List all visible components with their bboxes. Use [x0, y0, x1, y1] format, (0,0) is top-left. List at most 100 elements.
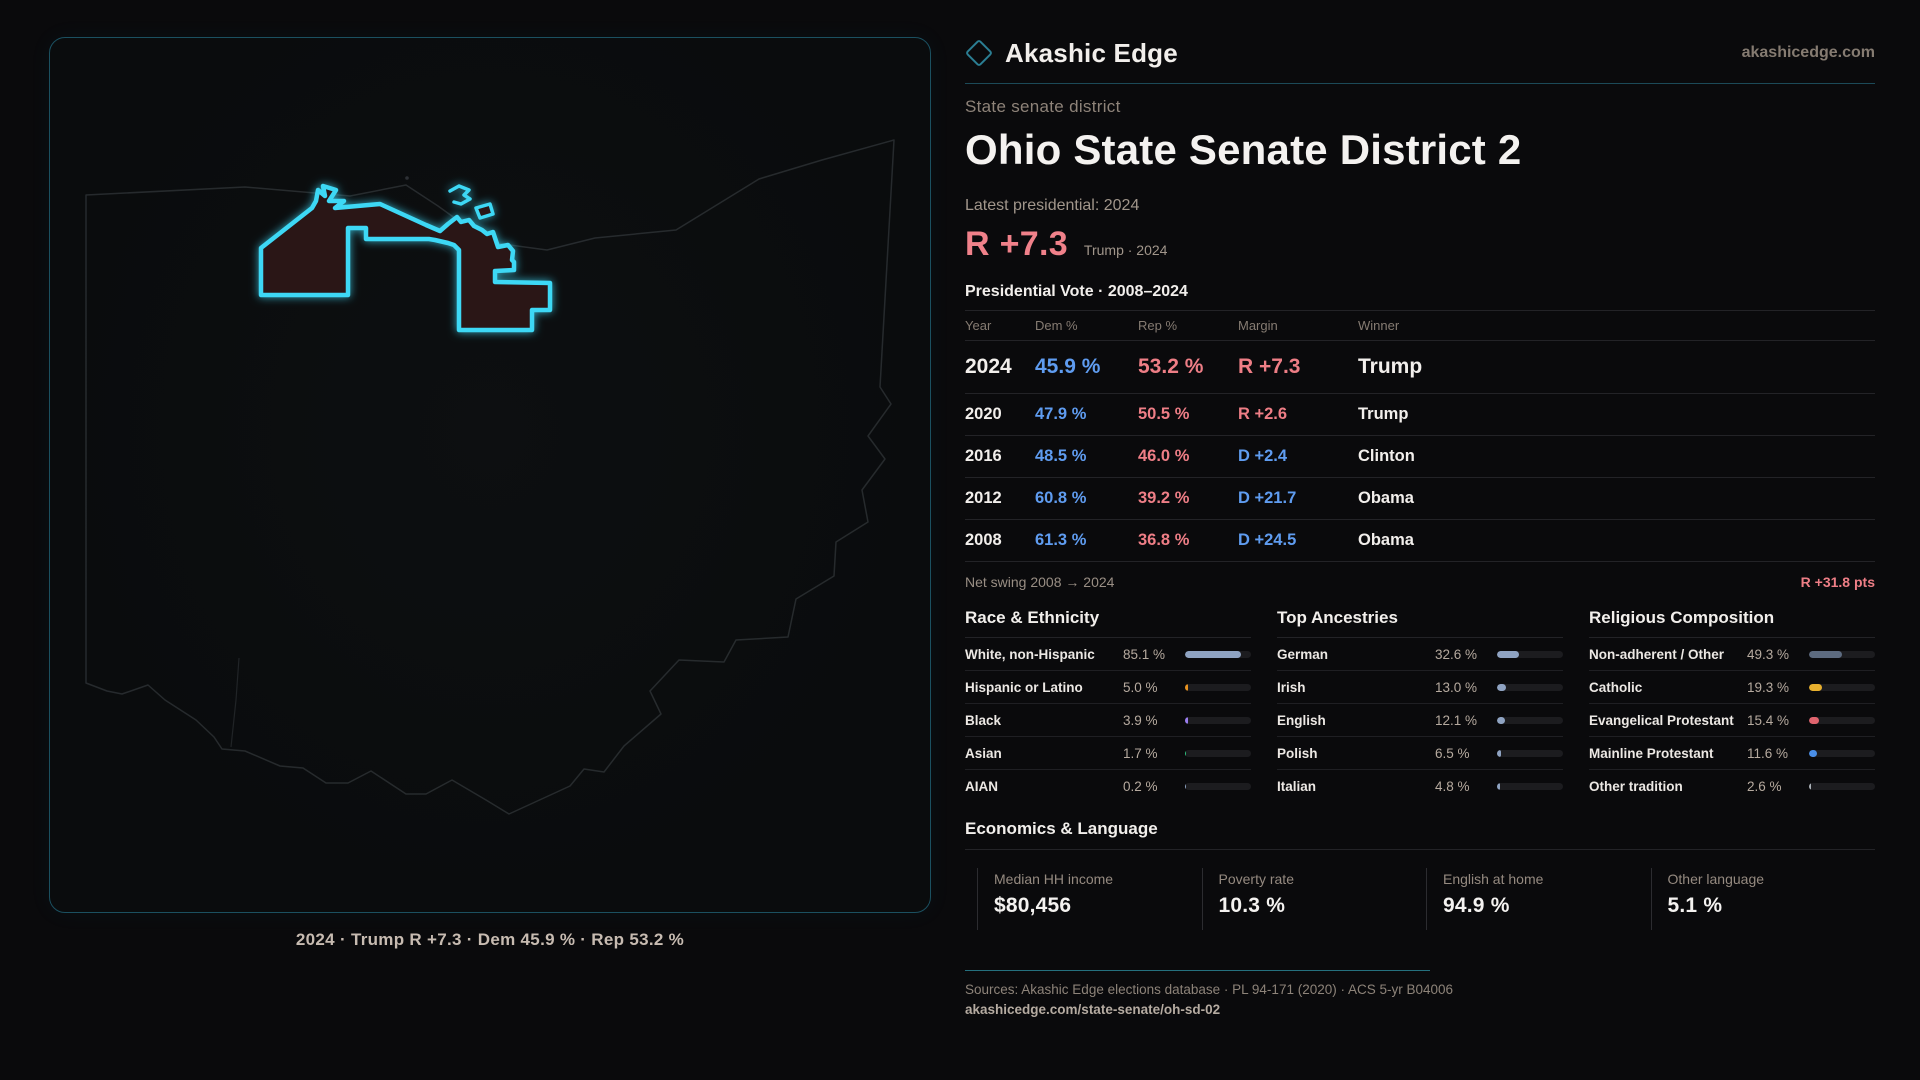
vote-cell-margin: R +7.3 [1238, 355, 1301, 379]
brand-domain-link[interactable]: akashicedge.com [1741, 44, 1875, 61]
vote-cell-dem: 48.5 % [1035, 447, 1087, 466]
margin-detail: Trump · 2024 [1083, 242, 1168, 259]
vote-row-2012: 2012 60.8 % 39.2 % D +21.7 Obama [965, 478, 1875, 521]
margin-row: R +7.3 Trump · 2024 [965, 225, 1875, 271]
stat-median-hh-income: Median HH income $80,456 [977, 868, 1202, 931]
race-row-black: Black 3.9 % [965, 704, 1251, 738]
demo-bar-fill [1497, 783, 1501, 791]
vote-table: Year Dem % Rep % Margin Winner 2024 45.9 … [965, 310, 1875, 602]
demo-bar-track [1185, 783, 1251, 791]
demo-bar-track [1497, 683, 1563, 691]
net-swing-value: R +31.8 pts [1800, 574, 1875, 591]
demo-bar-fill [1497, 749, 1502, 757]
map-caption: 2024 · Trump R +7.3 · Dem 45.9 % · Rep 5… [295, 930, 685, 949]
demographics-grid: Race & Ethnicity White, non-Hispanic 85.1… [965, 608, 1875, 803]
demo-bar-track [1809, 683, 1875, 691]
demo-bar-fill [1185, 650, 1242, 658]
col-margin: Margin [1238, 318, 1278, 334]
religion-row-evangelical-protestant: Evangelical Protestant 15.4 % [1589, 704, 1875, 738]
vote-table-rows: 2024 45.9 % 53.2 % R +7.3 Trump 2020 47.9 % 50.… [965, 341, 1875, 563]
demo-bar-fill [1185, 749, 1187, 757]
demo-value: 12.1 % [1435, 712, 1478, 728]
demo-bar-fill [1185, 716, 1188, 724]
vote-cell-dem: 45.9 % [1035, 355, 1101, 379]
vote-row-2008: 2008 61.3 % 36.8 % D +24.5 Obama [965, 520, 1875, 563]
stat-poverty-rate: Poverty rate 10.3 % [1201, 868, 1427, 931]
demo-value: 0.2 % [1123, 779, 1158, 795]
col-year: Year [965, 318, 992, 334]
demo-value: 49.3 % [1747, 646, 1790, 662]
vote-cell-dem: 47.9 % [1035, 405, 1087, 424]
footer-divider [965, 970, 1430, 972]
demo-label: White, non-Hispanic [965, 646, 1095, 662]
demo-bar-track [1809, 650, 1875, 658]
vote-cell-winner: Clinton [1358, 447, 1415, 466]
section-religion: Religious Composition Non-adherent / Oth… [1589, 608, 1875, 803]
vote-cell-rep: 39.2 % [1138, 489, 1190, 508]
stat-value: 94.9 % [1443, 894, 1510, 918]
vote-cell-rep: 46.0 % [1138, 447, 1190, 466]
demo-bar-fill [1497, 683, 1506, 691]
source-url-link[interactable]: akashicedge.com/state-senate/oh-sd-02 [965, 1002, 1221, 1018]
demo-label: AIAN [965, 779, 998, 795]
race-row-asian: Asian 1.7 % [965, 737, 1251, 771]
vote-cell-year: 2012 [965, 489, 1002, 508]
race-row-white-non-hispanic: White, non-Hispanic 85.1 % [965, 638, 1251, 672]
race-row-hispanic-or-latino: Hispanic or Latino 5.0 % [965, 671, 1251, 705]
vote-cell-rep: 53.2 % [1138, 355, 1204, 379]
ohio-district-map [85, 139, 895, 815]
vote-cell-winner: Trump [1358, 355, 1423, 379]
brand-header: Akashic Edge akashicedge.com [964, 30, 1875, 76]
info-pane: Akashic Edge akashicedge.com State senat… [964, 30, 1876, 1018]
race-row-aian: AIAN 0.2 % [965, 770, 1251, 803]
net-swing-row: Net swing 2008 → 2024 R +31.8 pts [965, 562, 1875, 602]
demo-label: Black [965, 712, 1002, 728]
religion-row-other-tradition: Other tradition 2.6 % [1589, 770, 1875, 803]
demo-bar-track [1185, 749, 1251, 757]
eyebrow-label: State senate district [965, 97, 1121, 116]
section-race-title: Race & Ethnicity [965, 608, 1251, 639]
demo-bar-track [1809, 749, 1875, 757]
demo-bar-track [1809, 783, 1875, 791]
demo-value: 4.8 % [1435, 779, 1470, 795]
economics-stats: Median HH income $80,456 Poverty rate 10.3 … [977, 868, 1876, 931]
demo-label: Hispanic or Latino [965, 679, 1083, 695]
demo-value: 13.0 % [1435, 679, 1478, 695]
demo-bar-fill [1809, 683, 1822, 691]
brand-name: Akashic Edge [1005, 37, 1178, 68]
demo-bar-track [1185, 650, 1251, 658]
demo-bar-track [1185, 716, 1251, 724]
vote-cell-winner: Obama [1358, 531, 1414, 550]
demo-value: 19.3 % [1747, 679, 1790, 695]
sources-line: Sources: Akashic Edge elections database… [965, 982, 1454, 998]
district-shape-group [258, 183, 553, 333]
col-rep: Rep % [1138, 318, 1178, 334]
stat-label: Median HH income [994, 871, 1114, 888]
demo-label: English [1277, 712, 1326, 728]
demo-bar-track [1497, 783, 1563, 791]
demo-value: 32.6 % [1435, 646, 1478, 662]
col-winner: Winner [1358, 318, 1400, 334]
vote-table-title: Presidential Vote · 2008–2024 [965, 283, 1188, 301]
stat-other-language: Other language 5.1 % [1650, 868, 1876, 931]
demo-value: 11.6 % [1747, 745, 1789, 761]
demo-value: 85.1 % [1123, 646, 1166, 662]
ohio-county-line [230, 657, 240, 748]
vote-row-2024: 2024 45.9 % 53.2 % R +7.3 Trump [965, 341, 1875, 395]
demo-value: 15.4 % [1747, 712, 1790, 728]
demo-bar-fill [1497, 716, 1505, 724]
demo-value: 5.0 % [1123, 679, 1158, 695]
ancestries-row-polish: Polish 6.5 % [1277, 737, 1563, 771]
map-panel [49, 37, 931, 913]
vote-cell-margin: D +24.5 [1238, 531, 1297, 550]
net-swing-label: Net swing 2008 → 2024 [965, 574, 1115, 591]
demo-label: German [1277, 646, 1329, 662]
demo-bar-fill [1497, 650, 1519, 658]
ancestries-row-italian: Italian 4.8 % [1277, 770, 1563, 803]
ancestries-row-irish: Irish 13.0 % [1277, 671, 1563, 705]
stat-value: 10.3 % [1218, 894, 1286, 918]
section-race: Race & Ethnicity White, non-Hispanic 85.1… [965, 608, 1251, 803]
stat-value: 5.1 % [1667, 894, 1723, 918]
demo-value: 6.5 % [1435, 745, 1470, 761]
demo-label: Irish [1277, 679, 1306, 695]
